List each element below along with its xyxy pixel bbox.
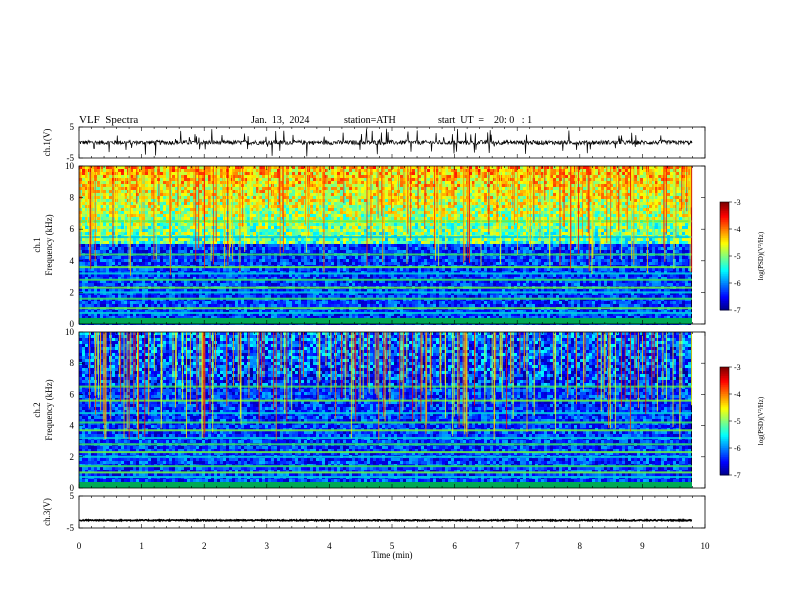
ch1-waveform-trace bbox=[79, 129, 692, 157]
low-frequency-strip bbox=[79, 318, 692, 324]
x-tick-label: 4 bbox=[327, 541, 332, 551]
x-tick-label: 1 bbox=[139, 541, 144, 551]
y-axis-label: Frequency (kHz) bbox=[44, 379, 54, 440]
x-tick-label: 3 bbox=[265, 541, 270, 551]
colorbar-tick-label: -7 bbox=[734, 306, 741, 315]
y-tick-label: 4 bbox=[70, 256, 75, 266]
colorbar-tick-label: -3 bbox=[734, 198, 741, 207]
frequency-band bbox=[79, 451, 692, 453]
low-frequency-strip bbox=[79, 482, 692, 488]
frequency-band bbox=[79, 437, 692, 439]
y-tick-label: 5 bbox=[70, 491, 75, 501]
y-tick-label: 6 bbox=[70, 389, 75, 399]
y-axis-label: ch.1(V) bbox=[42, 129, 52, 157]
frequency-band bbox=[79, 307, 692, 309]
colorbar-tick-label: -4 bbox=[734, 390, 741, 399]
y-tick-label: 10 bbox=[65, 327, 75, 337]
y-tick-label: 8 bbox=[70, 358, 75, 368]
x-tick-label: 10 bbox=[701, 541, 711, 551]
frequency-band bbox=[79, 253, 692, 255]
colorbar-tick-label: -4 bbox=[734, 225, 741, 234]
ch2-colorbar: -3 -4 -5 -6 -7 log(PSD)(V²/Hz) bbox=[720, 363, 765, 480]
x-tick-label: 9 bbox=[640, 541, 645, 551]
ch1-colorbar: -3 -4 -5 -6 -7 log(PSD)(V²/Hz) bbox=[720, 198, 765, 315]
frequency-band bbox=[79, 471, 692, 473]
frequency-band bbox=[79, 279, 692, 281]
x-tick-label: 8 bbox=[578, 541, 583, 551]
vlf-spectra-figure: 5-5ch.1(V) 0246810ch.1 Frequency (kHz) 02… bbox=[0, 0, 792, 612]
frequency-band bbox=[79, 312, 692, 314]
panel-frame bbox=[79, 496, 705, 528]
y-axis-label: ch.3(V) bbox=[42, 498, 52, 526]
x-tick-label: 6 bbox=[452, 541, 457, 551]
colorbar-label: log(PSD)(V²/Hz) bbox=[757, 396, 765, 445]
x-axis-label: Time (min) bbox=[372, 550, 413, 560]
channel-label: ch.2 bbox=[32, 402, 42, 417]
x-tick-label: 0 bbox=[77, 541, 82, 551]
frequency-band bbox=[79, 456, 692, 458]
frequency-band bbox=[79, 287, 692, 289]
y-tick-label: 5 bbox=[70, 122, 75, 132]
frequency-band bbox=[79, 443, 692, 445]
x-tick-label: 7 bbox=[515, 541, 520, 551]
ch1-waveform-panel: 5-5ch.1(V) bbox=[42, 122, 705, 163]
y-axis-label: Frequency (kHz) bbox=[44, 214, 54, 275]
ch3-waveform-panel: 5 -5 ch.3(V) bbox=[42, 491, 705, 533]
colorbar-label: log(PSD)(V²/Hz) bbox=[757, 231, 765, 280]
colorbar-tick-label: -7 bbox=[734, 471, 741, 480]
y-tick-label: 2 bbox=[70, 452, 75, 462]
y-tick-label: 8 bbox=[70, 193, 75, 203]
y-tick-label: 10 bbox=[65, 161, 75, 171]
colorbar-tick-label: -6 bbox=[734, 444, 741, 453]
y-tick-label: -5 bbox=[67, 523, 75, 533]
channel-label: ch.1 bbox=[32, 237, 42, 252]
frequency-band bbox=[79, 421, 692, 423]
frequency-band bbox=[79, 266, 692, 268]
frequency-band bbox=[79, 465, 692, 467]
y-tick-label: 2 bbox=[70, 287, 75, 297]
colorbar-tick-label: -6 bbox=[734, 279, 741, 288]
frequency-band bbox=[79, 476, 692, 478]
y-tick-label: 4 bbox=[70, 421, 75, 431]
frequency-band bbox=[79, 272, 692, 274]
frequency-band bbox=[79, 429, 692, 431]
colorbar-tick-label: -5 bbox=[734, 417, 741, 426]
x-tick-label: 2 bbox=[202, 541, 207, 551]
ch3-waveform-trace bbox=[79, 520, 692, 521]
frequency-band bbox=[79, 291, 692, 293]
y-tick-label: 6 bbox=[70, 224, 75, 234]
frequency-band bbox=[79, 298, 692, 300]
colorbar-tick-label: -5 bbox=[734, 252, 741, 261]
colorbar-tick-label: -3 bbox=[734, 363, 741, 372]
